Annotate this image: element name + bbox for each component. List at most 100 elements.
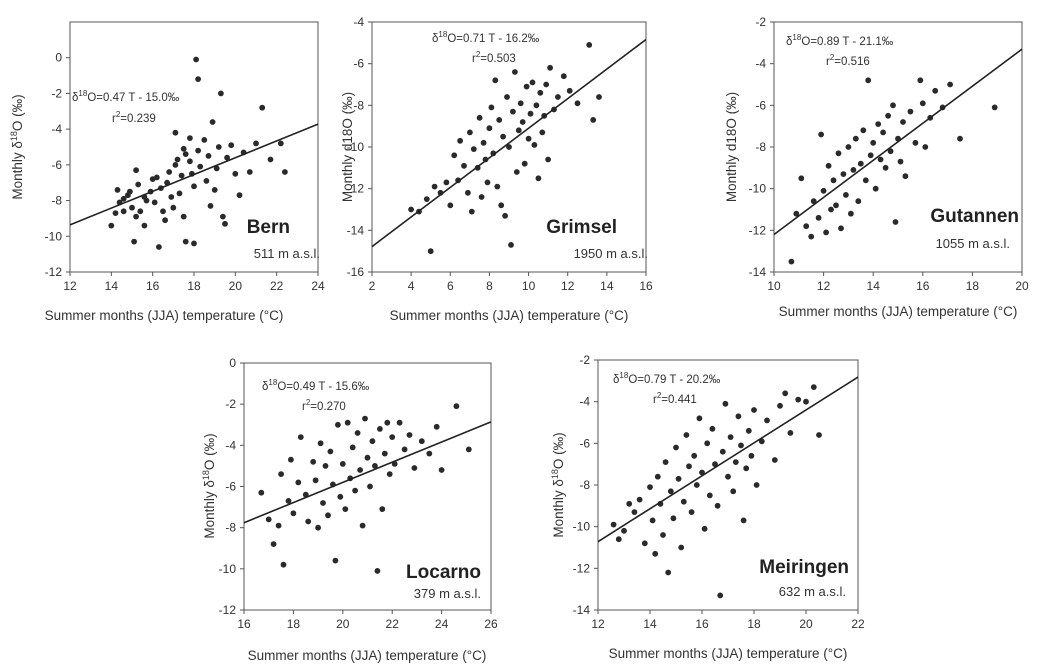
data-point	[332, 557, 339, 564]
data-point	[253, 140, 259, 147]
y-tick-label: -8	[755, 140, 766, 154]
data-point	[433, 423, 440, 430]
data-point	[649, 517, 656, 524]
site-altitude: 379 m a.s.l.	[414, 586, 481, 601]
data-point	[120, 208, 127, 215]
data-point	[712, 461, 718, 468]
data-point	[652, 550, 659, 557]
data-point	[665, 569, 672, 576]
site-name: Bern	[247, 217, 290, 238]
r-symbol: r	[472, 53, 476, 65]
data-point	[310, 458, 317, 465]
r-squared: r2=0.270	[302, 398, 346, 413]
data-point	[693, 482, 700, 488]
data-point	[539, 129, 546, 136]
data-point	[364, 454, 371, 461]
data-point	[342, 506, 349, 512]
x-tick-label: 18	[187, 279, 201, 293]
data-point	[748, 452, 755, 459]
data-point	[218, 90, 224, 97]
data-point	[641, 540, 648, 547]
data-point	[667, 488, 674, 495]
data-point	[335, 421, 341, 428]
r-squared: r2=0.441	[653, 391, 697, 406]
y-tick-label: -2	[579, 353, 590, 367]
data-point	[166, 169, 173, 175]
data-point	[172, 162, 179, 168]
data-point	[384, 419, 391, 426]
data-point	[719, 448, 726, 455]
data-point	[389, 434, 396, 440]
data-point	[133, 213, 140, 220]
y-tick-label: -6	[353, 57, 364, 71]
y-tick-label: -12	[573, 561, 591, 575]
x-tick-label: 22	[270, 279, 284, 293]
data-point	[465, 189, 471, 196]
data-point	[531, 142, 538, 148]
data-point	[691, 452, 698, 459]
data-point	[510, 108, 516, 115]
data-point	[820, 187, 827, 194]
y-tick-label: -10	[749, 182, 767, 196]
data-point	[494, 183, 501, 190]
data-point	[418, 438, 425, 445]
data-point	[890, 102, 896, 109]
data-point	[515, 127, 522, 134]
data-point	[795, 396, 802, 403]
data-point	[701, 525, 708, 532]
data-point	[379, 506, 386, 512]
data-point	[675, 475, 682, 482]
data-point	[451, 152, 458, 159]
data-point	[529, 79, 536, 86]
data-point	[215, 144, 222, 150]
equation-superscript: 18	[438, 30, 447, 39]
regression-equation: δ18O=0.89 T - 21.1‰	[786, 33, 894, 48]
data-point	[862, 177, 869, 184]
data-point	[176, 190, 183, 197]
data-point	[470, 146, 477, 153]
data-point	[207, 203, 214, 209]
equation-symbol: δ	[432, 33, 438, 45]
data-point	[880, 129, 886, 136]
data-point	[670, 515, 677, 522]
x-axis-label: Summer months (JJA) temperature (°C)	[390, 308, 629, 323]
data-point	[232, 170, 239, 177]
data-point	[803, 223, 810, 230]
r-squared-value: =0.516	[834, 56, 870, 68]
y-tick-label: -2	[225, 397, 236, 411]
data-point	[803, 398, 809, 405]
data-point	[917, 77, 924, 84]
x-tick-label: 14	[600, 279, 614, 293]
data-point	[818, 131, 824, 138]
data-point	[305, 518, 312, 525]
data-point	[172, 129, 179, 136]
data-point	[357, 467, 363, 473]
x-axis-label: Summer months (JJA) temperature (°C)	[609, 646, 848, 661]
equation-symbol: δ	[613, 374, 619, 386]
data-point	[426, 450, 433, 457]
equation-text: O=0.89 T - 21.1‰	[801, 36, 893, 48]
data-point	[810, 198, 817, 205]
data-point	[798, 175, 805, 182]
data-point	[753, 482, 760, 488]
x-tick-label: 12	[561, 279, 575, 293]
data-point	[502, 212, 508, 219]
y-tick-label: -12	[749, 223, 767, 237]
data-point	[771, 457, 778, 463]
x-tick-label: 16	[237, 617, 251, 631]
data-point	[156, 244, 162, 250]
data-point	[153, 174, 160, 181]
data-point	[120, 195, 127, 202]
data-point	[180, 145, 187, 152]
r-squared-value: =0.503	[480, 53, 516, 65]
data-point	[275, 522, 282, 529]
r-symbol: r	[302, 401, 306, 413]
data-point	[717, 592, 724, 599]
y-tick-label: -14	[347, 223, 365, 237]
data-point	[860, 127, 867, 134]
regression-line	[69, 123, 319, 226]
y-tick-label: -10	[219, 562, 237, 576]
data-point	[887, 148, 894, 155]
